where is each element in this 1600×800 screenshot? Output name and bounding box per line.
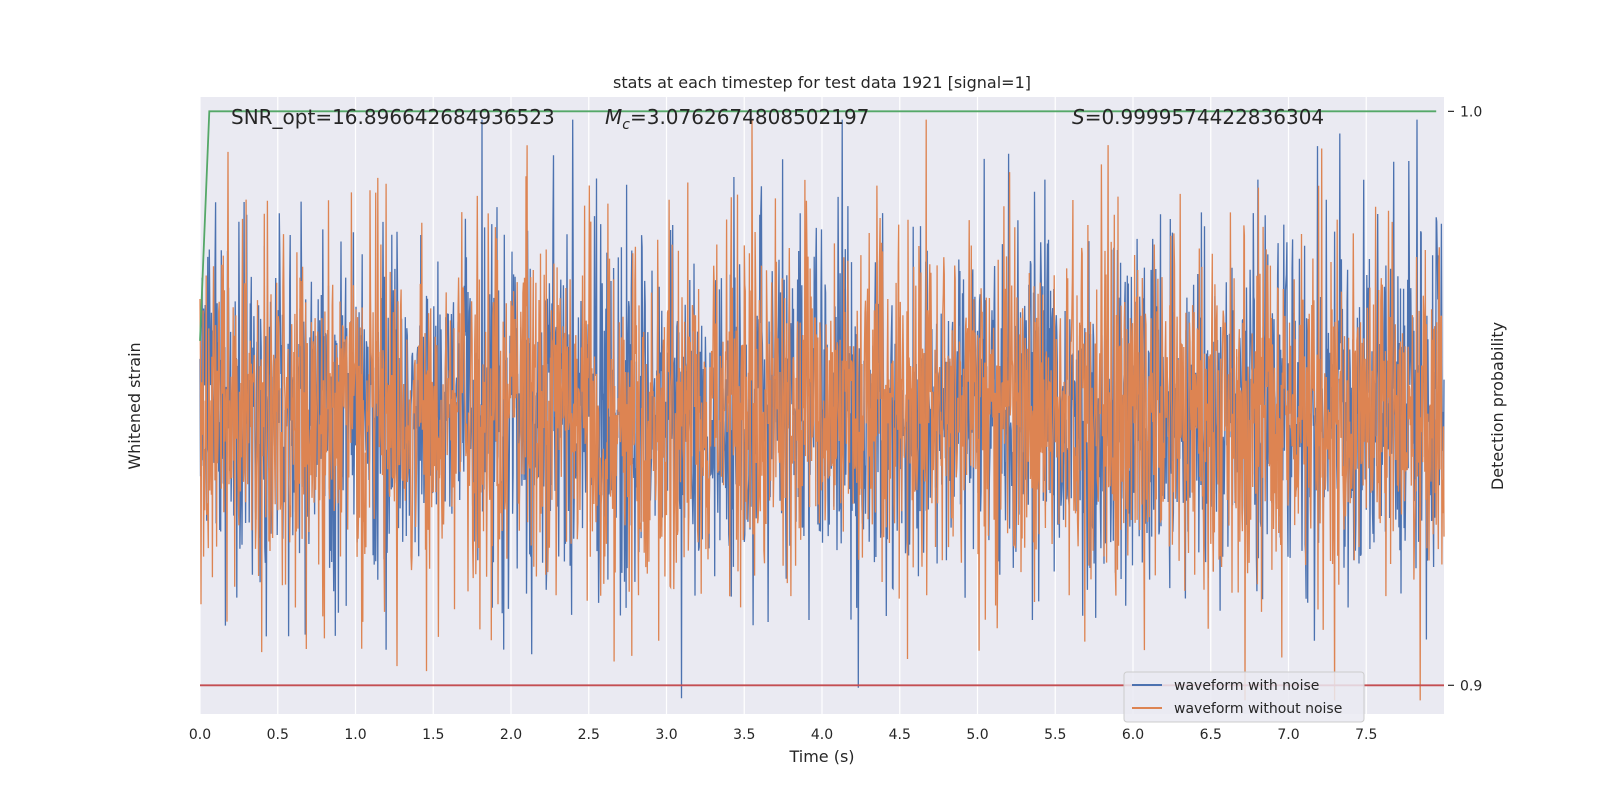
chart-title: stats at each timestep for test data 192… (613, 73, 1031, 92)
legend-frame (1123, 671, 1365, 723)
snr-annotation: SNR_opt=16.896642684936523 (231, 105, 555, 129)
x-tick-label: 4.0 (811, 727, 833, 743)
x-tick-label: 3.5 (733, 727, 755, 743)
series-detection-probability (199, 110, 1437, 341)
chirp-mass-symbol: M (605, 105, 622, 129)
x-tick-label: 6.5 (1200, 727, 1222, 743)
x-tick-label: 2.5 (578, 727, 600, 743)
legend-label-without-noise: waveform without noise (1174, 701, 1342, 717)
x-tick-label: 6.0 (1122, 727, 1144, 743)
x-tick-label: 7.5 (1355, 727, 1377, 743)
chirp-mass-annotation: Mc=3.0762674808502197 (605, 105, 869, 133)
y-axis-left-label: Whitened strain (125, 342, 144, 469)
legend: waveform with noise waveform without noi… (1123, 671, 1365, 723)
x-tick-label: 7.0 (1277, 727, 1299, 743)
x-tick-label: 5.5 (1044, 727, 1066, 743)
x-tick-label: 4.5 (889, 727, 911, 743)
x-tick-label: 5.0 (966, 727, 988, 743)
legend-label-with-noise: waveform with noise (1174, 678, 1319, 694)
series-waveform-without-noise (199, 119, 1445, 701)
score-annotation: S=0.9999574422836304 (1072, 105, 1324, 129)
x-axis-label: Time (s) (788, 747, 854, 766)
x-tick-label: 3.0 (655, 727, 677, 743)
y-right-tick-label: 0.9 (1460, 678, 1482, 694)
chirp-mass-subscript: c (622, 117, 630, 133)
x-tick-label: 0.5 (267, 727, 289, 743)
score-value: =0.9999574422836304 (1085, 105, 1324, 129)
y-axis-right-label: Detection probability (1488, 322, 1507, 490)
x-tick-label: 1.0 (344, 727, 366, 743)
y-right-tick-label: 1.0 (1460, 104, 1482, 120)
x-tick-label: 1.5 (422, 727, 444, 743)
chirp-mass-value: =3.0762674808502197 (630, 105, 869, 129)
score-symbol: S (1072, 105, 1085, 129)
axes: 0.0 0.5 1.0 1.5 2.0 2.5 3.0 3.5 4.0 4.5 5.0 5.5 6.0 6… (189, 104, 1482, 743)
x-tick-label: 2.0 (500, 727, 522, 743)
x-tick-label: 0.0 (189, 727, 211, 743)
